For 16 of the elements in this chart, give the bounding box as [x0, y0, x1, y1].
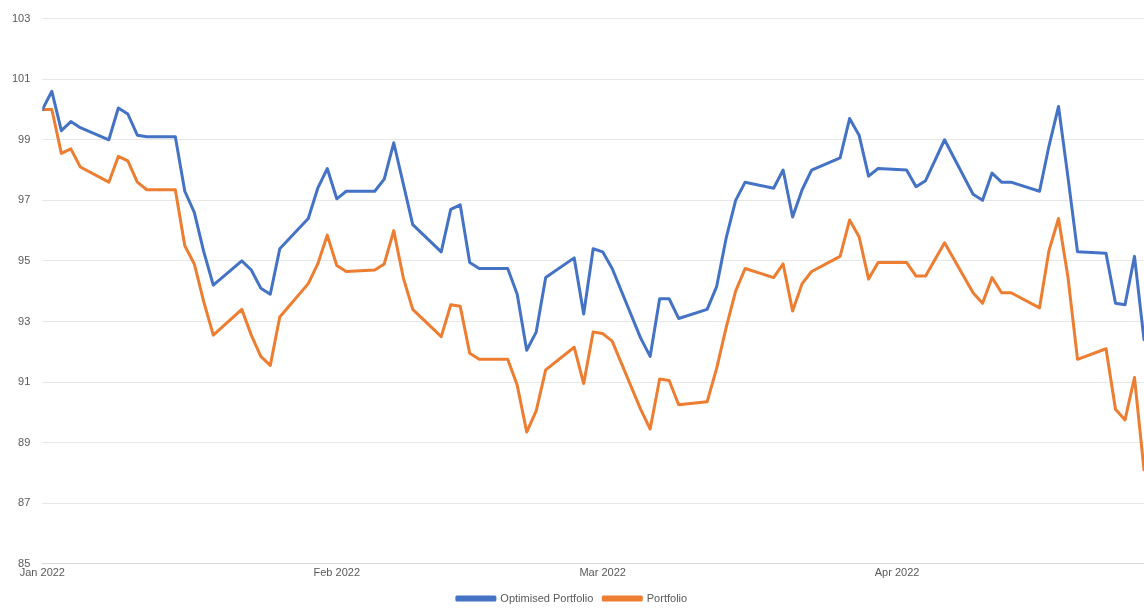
legend-label: Portfolio — [646, 591, 688, 604]
y-tick-label: 87 — [18, 496, 31, 509]
y-tick-label: 99 — [18, 132, 31, 145]
x-tick-label: Jan 2022 — [19, 566, 65, 579]
y-tick-label: 103 — [11, 11, 31, 24]
legend-label: Optimised Portfolio — [500, 591, 594, 604]
y-tick-label: 89 — [18, 435, 31, 448]
y-tick-label: 97 — [18, 193, 31, 206]
x-tick-label: Feb 2022 — [313, 566, 360, 579]
x-tick-label: Apr 2022 — [874, 566, 920, 579]
x-tick-label: Mar 2022 — [579, 566, 626, 579]
y-tick-label: 85 — [18, 556, 31, 569]
y-tick-label: 95 — [18, 253, 31, 266]
y-tick-label: 101 — [11, 72, 31, 85]
y-tick-label: 91 — [18, 375, 31, 388]
y-tick-label: 93 — [18, 314, 31, 327]
